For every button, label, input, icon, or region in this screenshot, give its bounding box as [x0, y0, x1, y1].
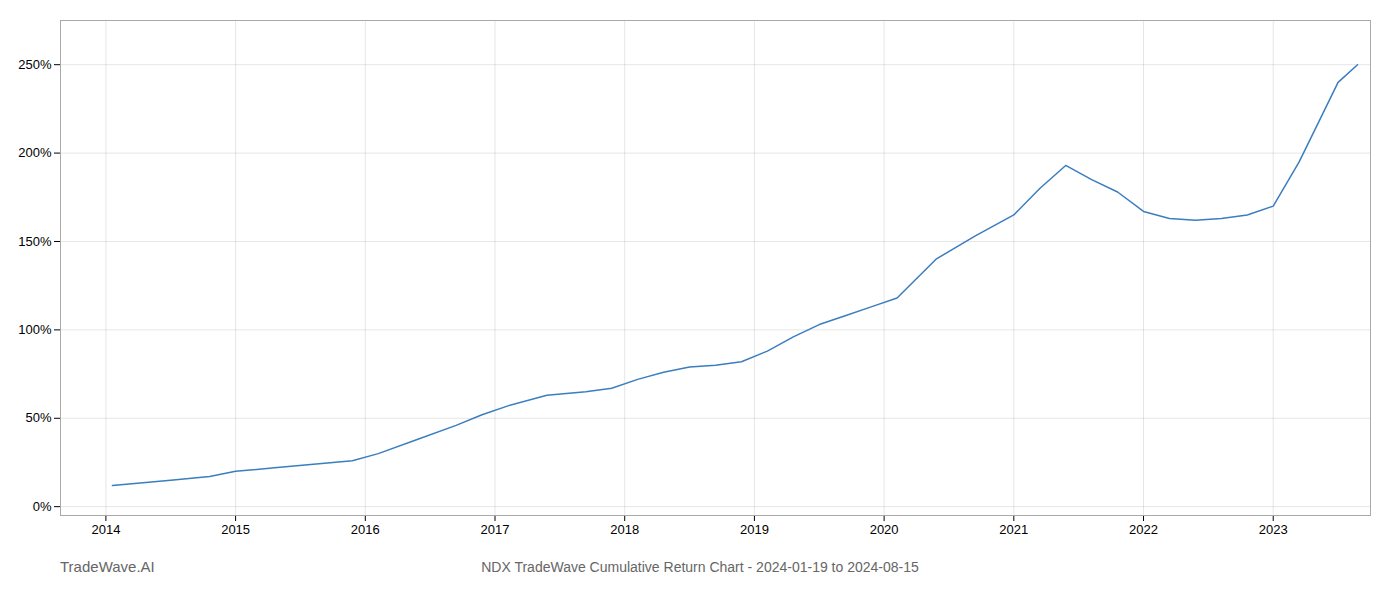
svg-text:2018: 2018 — [610, 522, 639, 537]
svg-text:2023: 2023 — [1259, 522, 1288, 537]
svg-text:50%: 50% — [25, 410, 51, 425]
svg-text:2015: 2015 — [221, 522, 250, 537]
svg-text:150%: 150% — [18, 234, 52, 249]
svg-text:250%: 250% — [18, 57, 52, 72]
svg-text:0%: 0% — [33, 499, 52, 514]
svg-text:2017: 2017 — [481, 522, 510, 537]
svg-text:2016: 2016 — [351, 522, 380, 537]
html-text:NDX TradeWave Cumulative Retur: NDX TradeWave Cumulative Return Chart - … — [481, 559, 919, 575]
svg-text:2021: 2021 — [999, 522, 1028, 537]
svg-text:200%: 200% — [18, 145, 52, 160]
svg-text:100%: 100% — [18, 322, 52, 337]
svg-text:2014: 2014 — [91, 522, 120, 537]
svg-text:2022: 2022 — [1129, 522, 1158, 537]
svg-text:2020: 2020 — [870, 522, 899, 537]
html-text:TradeWave.AI: TradeWave.AI — [60, 558, 155, 575]
svg-text:2019: 2019 — [740, 522, 769, 537]
